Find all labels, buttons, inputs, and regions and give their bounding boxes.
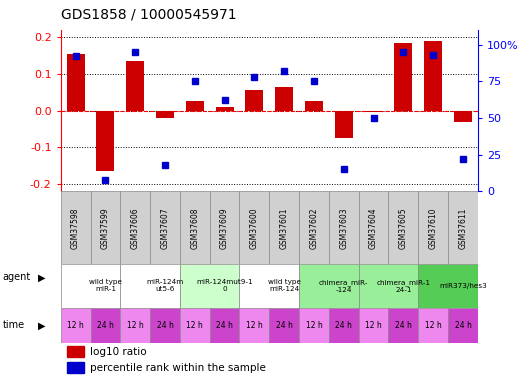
Text: 24 h: 24 h — [335, 321, 352, 330]
Text: GSM37599: GSM37599 — [101, 207, 110, 249]
Text: percentile rank within the sample: percentile rank within the sample — [90, 363, 266, 373]
Text: GSM37604: GSM37604 — [369, 207, 378, 249]
Text: miR373/hes3: miR373/hes3 — [439, 283, 487, 289]
Bar — [90, 191, 120, 264]
Text: 12 h: 12 h — [306, 321, 323, 330]
Text: 12 h: 12 h — [425, 321, 441, 330]
Bar — [61, 308, 90, 343]
Text: 24 h: 24 h — [97, 321, 114, 330]
Text: GSM37605: GSM37605 — [399, 207, 408, 249]
Bar — [335, 111, 353, 138]
Text: 12 h: 12 h — [67, 321, 84, 330]
Text: ▶: ▶ — [38, 272, 45, 282]
Bar — [359, 264, 418, 308]
Text: 12 h: 12 h — [127, 321, 144, 330]
Bar — [67, 54, 84, 111]
Bar — [454, 111, 472, 122]
Bar — [269, 191, 299, 264]
Text: 24 h: 24 h — [276, 321, 293, 330]
Text: ▶: ▶ — [38, 320, 45, 330]
Bar — [240, 308, 269, 343]
Bar — [299, 264, 359, 308]
Text: GSM37611: GSM37611 — [458, 207, 467, 249]
Text: GSM37608: GSM37608 — [190, 207, 199, 249]
Text: GSM37606: GSM37606 — [131, 207, 140, 249]
Bar — [210, 191, 240, 264]
Text: log10 ratio: log10 ratio — [90, 347, 147, 357]
Text: 24 h: 24 h — [395, 321, 412, 330]
Bar — [418, 308, 448, 343]
Bar — [180, 264, 240, 308]
Bar — [246, 90, 263, 111]
Bar — [90, 308, 120, 343]
Text: 24 h: 24 h — [455, 321, 472, 330]
Text: agent: agent — [3, 272, 31, 282]
Bar — [156, 111, 174, 118]
Text: 12 h: 12 h — [186, 321, 203, 330]
Bar — [275, 87, 293, 111]
Bar — [210, 308, 240, 343]
Text: GSM37602: GSM37602 — [309, 207, 318, 249]
Bar — [97, 111, 115, 171]
Bar — [61, 191, 90, 264]
Bar — [394, 43, 412, 111]
Text: 12 h: 12 h — [365, 321, 382, 330]
Text: GSM37601: GSM37601 — [280, 207, 289, 249]
Bar — [269, 308, 299, 343]
Bar — [305, 102, 323, 111]
Text: time: time — [3, 320, 25, 330]
Bar — [359, 191, 389, 264]
Text: wild type
miR-1: wild type miR-1 — [89, 279, 122, 292]
Bar — [359, 308, 389, 343]
Bar — [329, 308, 359, 343]
Bar — [120, 308, 150, 343]
Bar — [389, 191, 418, 264]
Bar — [389, 308, 418, 343]
Bar — [418, 264, 478, 308]
Bar — [67, 346, 83, 357]
Text: GSM37609: GSM37609 — [220, 207, 229, 249]
Bar — [418, 191, 448, 264]
Bar — [150, 191, 180, 264]
Bar — [329, 191, 359, 264]
Text: chimera_miR-1
24-1: chimera_miR-1 24-1 — [376, 279, 430, 293]
Bar — [240, 264, 299, 308]
Bar — [365, 111, 382, 112]
Text: miR-124mut9-1
0: miR-124mut9-1 0 — [196, 279, 253, 292]
Text: 24 h: 24 h — [157, 321, 173, 330]
Bar — [299, 308, 329, 343]
Bar — [299, 191, 329, 264]
Bar — [424, 41, 442, 111]
Text: GSM37598: GSM37598 — [71, 207, 80, 249]
Bar — [150, 308, 180, 343]
Text: 12 h: 12 h — [246, 321, 263, 330]
Text: GSM37600: GSM37600 — [250, 207, 259, 249]
Text: GSM37603: GSM37603 — [340, 207, 348, 249]
Text: GDS1858 / 10000545971: GDS1858 / 10000545971 — [61, 8, 237, 21]
Bar — [448, 308, 478, 343]
Text: wild type
miR-124: wild type miR-124 — [268, 279, 300, 292]
Bar — [61, 264, 120, 308]
Bar — [448, 191, 478, 264]
Bar — [240, 191, 269, 264]
Text: chimera_miR-
-124: chimera_miR- -124 — [319, 279, 369, 293]
Text: 24 h: 24 h — [216, 321, 233, 330]
Bar — [126, 61, 144, 111]
Text: GSM37607: GSM37607 — [161, 207, 169, 249]
Bar — [120, 191, 150, 264]
Bar — [67, 362, 83, 374]
Bar — [180, 308, 210, 343]
Bar — [215, 107, 233, 111]
Bar — [120, 264, 180, 308]
Bar — [186, 102, 204, 111]
Text: miR-124m
ut5-6: miR-124m ut5-6 — [146, 279, 184, 292]
Text: GSM37610: GSM37610 — [429, 207, 438, 249]
Bar — [180, 191, 210, 264]
